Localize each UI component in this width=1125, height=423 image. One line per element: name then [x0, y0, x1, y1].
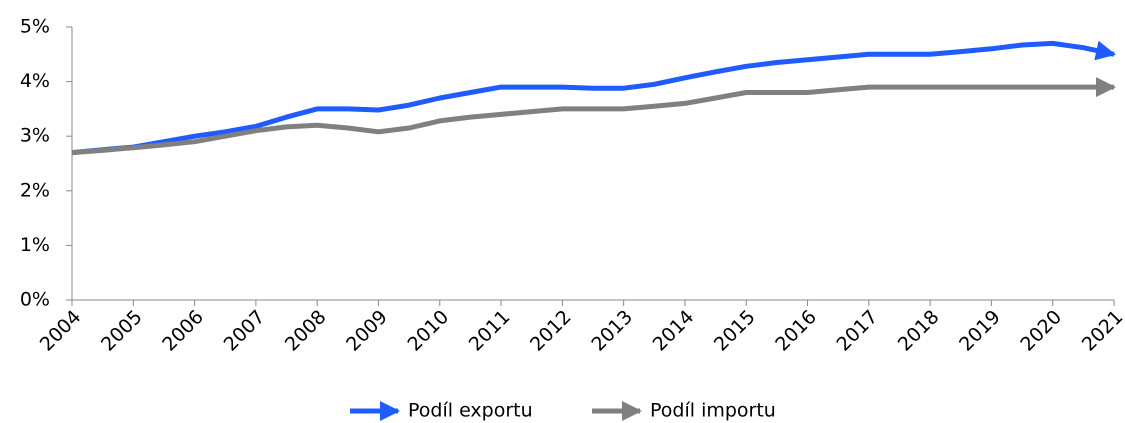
y-tick-label: 5%: [20, 16, 50, 38]
x-tick-label: 2004: [36, 306, 86, 356]
x-tick-label: 2013: [587, 306, 637, 356]
x-tick-label: 2016: [771, 306, 821, 356]
x-tick-label: 2009: [342, 306, 392, 356]
legend-label: Podíl exportu: [408, 400, 533, 422]
x-tick-label: 2007: [220, 306, 270, 356]
legend-label: Podíl importu: [650, 400, 776, 422]
x-tick-label: 2005: [97, 306, 147, 356]
x-tick-label: 2014: [649, 306, 699, 356]
x-tick-label: 2015: [710, 306, 760, 356]
y-tick-label: 4%: [20, 70, 50, 92]
series-line: [71, 77, 1116, 156]
x-tick-label: 2006: [158, 306, 208, 356]
x-tick-label: 2008: [281, 306, 331, 356]
x-tick-label: 2019: [955, 306, 1005, 356]
x-tick-label: 2020: [1016, 306, 1066, 356]
x-tick-label: 2010: [403, 306, 453, 356]
x-tick-label: 2018: [894, 306, 944, 356]
y-tick-label: 2%: [20, 179, 50, 201]
x-tick-label: 2011: [465, 306, 515, 356]
series-line: [71, 40, 1116, 156]
y-tick-label: 0%: [20, 289, 50, 311]
x-tick-label: 2017: [832, 306, 882, 356]
x-tick-label: 2012: [526, 306, 576, 356]
x-tick-label: 2021: [1078, 306, 1125, 356]
y-tick-label: 1%: [20, 234, 50, 256]
y-tick-label: 3%: [20, 125, 50, 147]
